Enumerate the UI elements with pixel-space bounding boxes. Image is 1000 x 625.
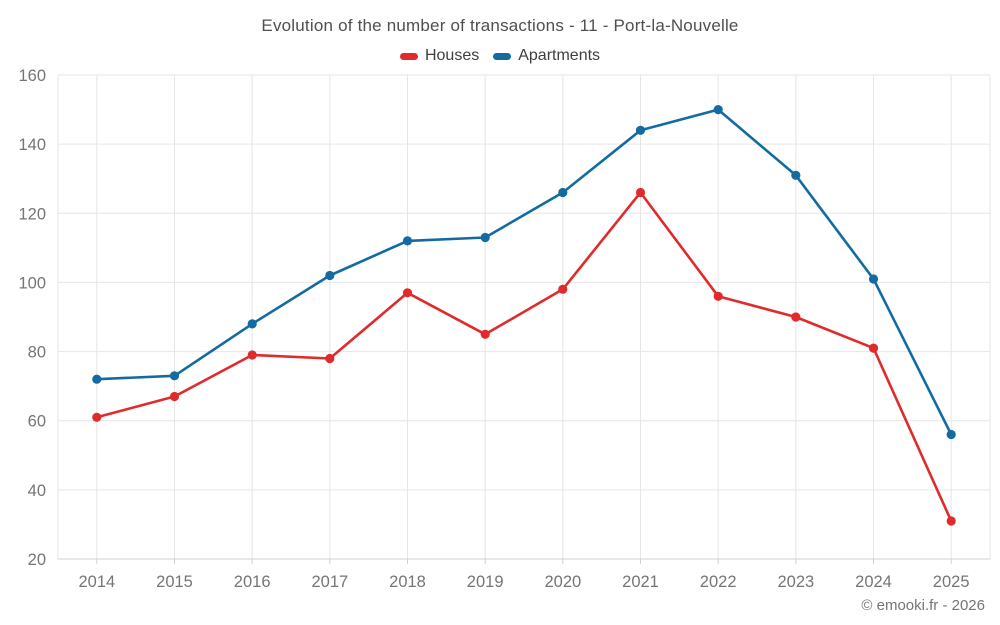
apartments-line	[95, 108, 953, 436]
y-tick-label: 20	[28, 551, 46, 569]
chart-legend: Houses Apartments	[0, 47, 1000, 65]
x-tick-label: 2023	[777, 573, 814, 591]
apartments-marker[interactable]	[558, 187, 568, 198]
houses-legend-swatch-icon	[399, 52, 418, 60]
x-tick-label: 2022	[700, 573, 737, 591]
apartments-marker[interactable]	[791, 170, 801, 180]
apartments-marker[interactable]	[713, 105, 723, 115]
apartments-marker[interactable]	[868, 274, 879, 284]
houses-marker[interactable]	[402, 288, 413, 298]
x-tick-label: 2015	[156, 573, 193, 591]
houses-marker[interactable]	[946, 516, 956, 526]
apartments-legend-swatch-icon	[493, 52, 512, 60]
legend-label-apartments: Apartments	[518, 47, 601, 64]
y-tick-label: 140	[18, 136, 46, 154]
houses-marker[interactable]	[247, 350, 257, 360]
apartments-marker[interactable]	[480, 232, 490, 243]
apartments-marker[interactable]	[635, 125, 646, 135]
houses-marker[interactable]	[791, 312, 801, 322]
apartments-marker[interactable]	[946, 429, 956, 440]
legend-label-houses: Houses	[424, 47, 480, 64]
x-tick-label: 2025	[933, 573, 970, 591]
y-tick-label: 40	[28, 482, 46, 500]
y-tick-label: 80	[28, 344, 46, 362]
houses-marker[interactable]	[169, 391, 180, 402]
x-tick-label: 2024	[855, 573, 892, 591]
houses-marker[interactable]	[558, 284, 568, 294]
x-tick-label: 2016	[234, 573, 271, 591]
apartments-marker[interactable]	[402, 236, 413, 246]
apartments-marker[interactable]	[247, 319, 257, 329]
x-tick-label: 2019	[467, 573, 504, 591]
houses-line	[95, 191, 953, 523]
y-tick-label: 100	[18, 274, 46, 292]
houses-marker[interactable]	[480, 329, 490, 339]
x-tick-label: 2020	[544, 573, 581, 591]
y-tick-label: 60	[28, 413, 46, 431]
legend-item-apartments[interactable]: Apartments	[493, 47, 600, 65]
houses-marker[interactable]	[92, 412, 102, 422]
legend-item-houses[interactable]: Houses	[399, 47, 480, 65]
y-tick-label: 120	[18, 205, 46, 223]
houses-marker[interactable]	[635, 187, 646, 198]
x-tick-label: 2017	[311, 573, 348, 591]
houses-marker[interactable]	[713, 291, 723, 301]
houses-marker[interactable]	[868, 343, 879, 353]
y-tick-label: 160	[18, 67, 46, 85]
apartments-marker[interactable]	[325, 270, 335, 281]
chart-title: Evolution of the number of transactions …	[261, 16, 739, 35]
x-tick-label: 2018	[389, 573, 426, 591]
footer-credit: © emooki.fr - 2026	[861, 597, 985, 614]
apartments-marker[interactable]	[92, 374, 102, 384]
houses-marker[interactable]	[325, 353, 335, 364]
x-tick-label: 2014	[78, 573, 115, 591]
apartments-marker[interactable]	[169, 371, 180, 381]
x-tick-label: 2021	[622, 573, 659, 591]
